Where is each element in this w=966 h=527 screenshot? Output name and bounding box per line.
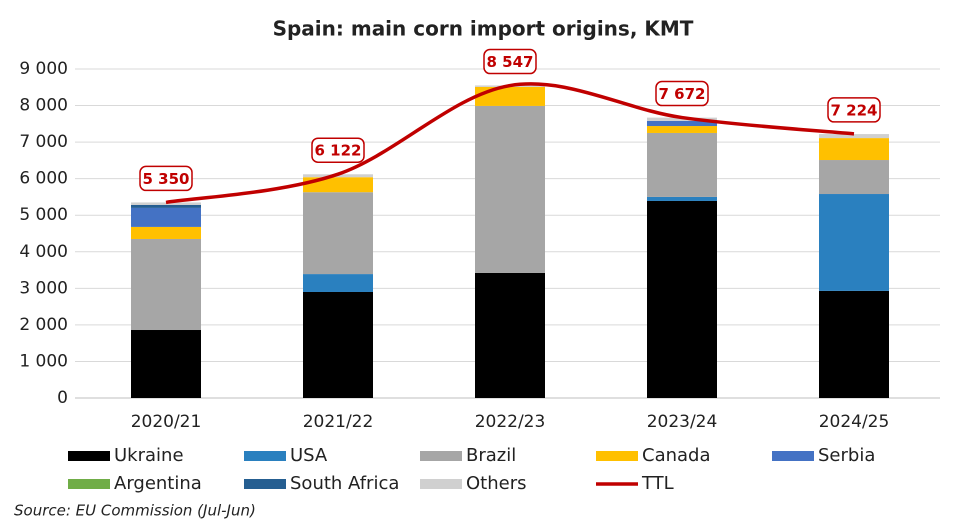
bar-segment (131, 204, 201, 208)
x-tick-label: 2021/22 (303, 412, 374, 432)
bar-segment (131, 202, 201, 205)
data-label: 6 122 (315, 142, 362, 160)
bar-segment (131, 238, 201, 331)
data-label: 5 350 (143, 170, 190, 188)
legend-swatch (596, 451, 638, 461)
legend-label: Canada (642, 445, 711, 466)
data-label-box (139, 165, 193, 192)
data-label: 8 547 (487, 53, 534, 71)
bar-segment (131, 207, 201, 227)
y-tick-label: 6 000 (19, 169, 68, 189)
legend-swatch (68, 479, 110, 489)
bar-segment (131, 330, 201, 398)
bar-segment (819, 290, 889, 398)
legend-label: TTL (641, 473, 674, 494)
legend-swatch (772, 451, 814, 461)
x-tick-label: 2022/23 (475, 412, 546, 432)
y-tick-label: 3 000 (19, 278, 68, 298)
x-tick-label: 2020/21 (131, 412, 202, 432)
legend-swatch (420, 451, 462, 461)
bar-segment (303, 192, 373, 275)
legend-label: Argentina (114, 473, 202, 494)
y-tick-label: 2 000 (19, 315, 68, 335)
bar-segment (819, 160, 889, 195)
data-label-box (311, 137, 365, 163)
bar-segment (819, 138, 889, 161)
bar-segment (819, 134, 889, 139)
bar-segment (303, 274, 373, 292)
bar-segment (475, 105, 545, 273)
legend-swatch (420, 479, 462, 489)
x-tick-label: 2024/25 (819, 412, 890, 432)
legend-swatch (244, 479, 286, 489)
y-tick-label: 4 000 (19, 242, 68, 262)
legend-label: South Africa (290, 473, 399, 494)
total-line (165, 82, 855, 205)
legend-label: USA (290, 445, 328, 466)
data-label-box (655, 80, 709, 107)
bar-segment (819, 194, 889, 291)
legend-label: Serbia (818, 445, 875, 466)
y-tick-label: 7 000 (19, 132, 68, 152)
x-tick-label: 2023/24 (647, 412, 718, 432)
data-label: 7 672 (659, 85, 706, 103)
bar-segment (475, 86, 545, 106)
bar-segment (647, 132, 717, 197)
bar-segment (647, 126, 717, 133)
y-tick-label: 0 (57, 388, 68, 408)
bar-segment (647, 196, 717, 201)
y-tick-label: 8 000 (19, 96, 68, 116)
source-note: Source: EU Commission (Jul-Jun) (14, 502, 256, 520)
legend-swatch (244, 451, 286, 461)
chart-title: Spain: main corn import origins, KMT (273, 17, 694, 41)
bar-segment (475, 272, 545, 398)
bar-segment (647, 200, 717, 398)
y-tick-label: 5 000 (19, 205, 68, 225)
legend-label: Brazil (466, 445, 516, 466)
y-tick-label: 9 000 (19, 59, 68, 79)
legend-label: Ukraine (114, 445, 184, 466)
data-label: 7 224 (831, 101, 878, 119)
bar-segment (131, 226, 201, 239)
y-tick-label: 1 000 (19, 351, 68, 371)
legend-label: Others (466, 473, 527, 494)
legend-swatch (68, 451, 110, 461)
bar-segment (303, 291, 373, 398)
bar-segment (303, 177, 373, 193)
bar-segment (647, 120, 717, 127)
data-label-box (827, 97, 881, 123)
data-label-box (483, 48, 537, 75)
